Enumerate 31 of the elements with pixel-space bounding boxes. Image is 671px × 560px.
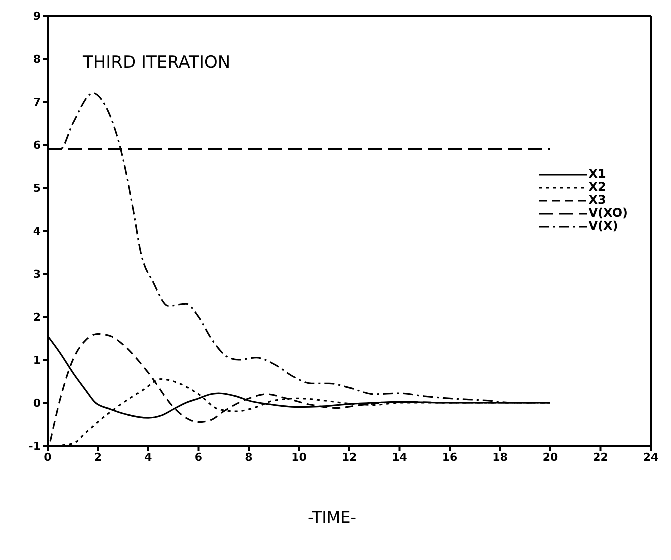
x-tick-label: 14 <box>392 450 408 464</box>
y-tick-label: 6 <box>33 138 42 152</box>
y-tick-label: 4 <box>33 224 42 238</box>
x-tick-label: 24 <box>643 450 659 464</box>
legend-label: X2 <box>588 180 606 194</box>
x-tick-label: 8 <box>245 450 253 464</box>
x-tick-label: 4 <box>144 450 153 464</box>
x-tick-label: 6 <box>194 450 203 464</box>
x-tick-label: 18 <box>492 450 508 464</box>
legend-label: X1 <box>588 167 606 181</box>
y-tick-label: 8 <box>33 52 41 66</box>
y-tick-label: 3 <box>33 268 41 281</box>
text: THIRD ITERATION <box>83 53 231 73</box>
legend-label: V(XO) <box>588 206 628 220</box>
x-tick-label: 16 <box>442 450 458 464</box>
x-axis-title: -TIME- <box>308 508 356 527</box>
legend-label: V(X) <box>588 219 618 233</box>
y-tick-label: 2 <box>33 310 41 324</box>
x-tick-label: 2 <box>94 450 102 464</box>
x-tick-label: 22 <box>593 450 608 464</box>
y-tick-label: 0 <box>33 396 42 410</box>
y-tick-label: 1 <box>33 354 41 367</box>
y-tick-label: 7 <box>33 96 41 109</box>
x-tick-label: 10 <box>292 450 308 464</box>
x-tick-label: 0 <box>44 450 52 464</box>
y-tick-label: -1 <box>28 440 41 453</box>
legend-label: X3 <box>588 193 606 207</box>
y-tick-label: 9 <box>33 10 41 23</box>
x-tick-label: 20 <box>542 450 558 464</box>
y-tick-label: 5 <box>33 182 41 195</box>
x-tick-label: 12 <box>342 450 358 464</box>
